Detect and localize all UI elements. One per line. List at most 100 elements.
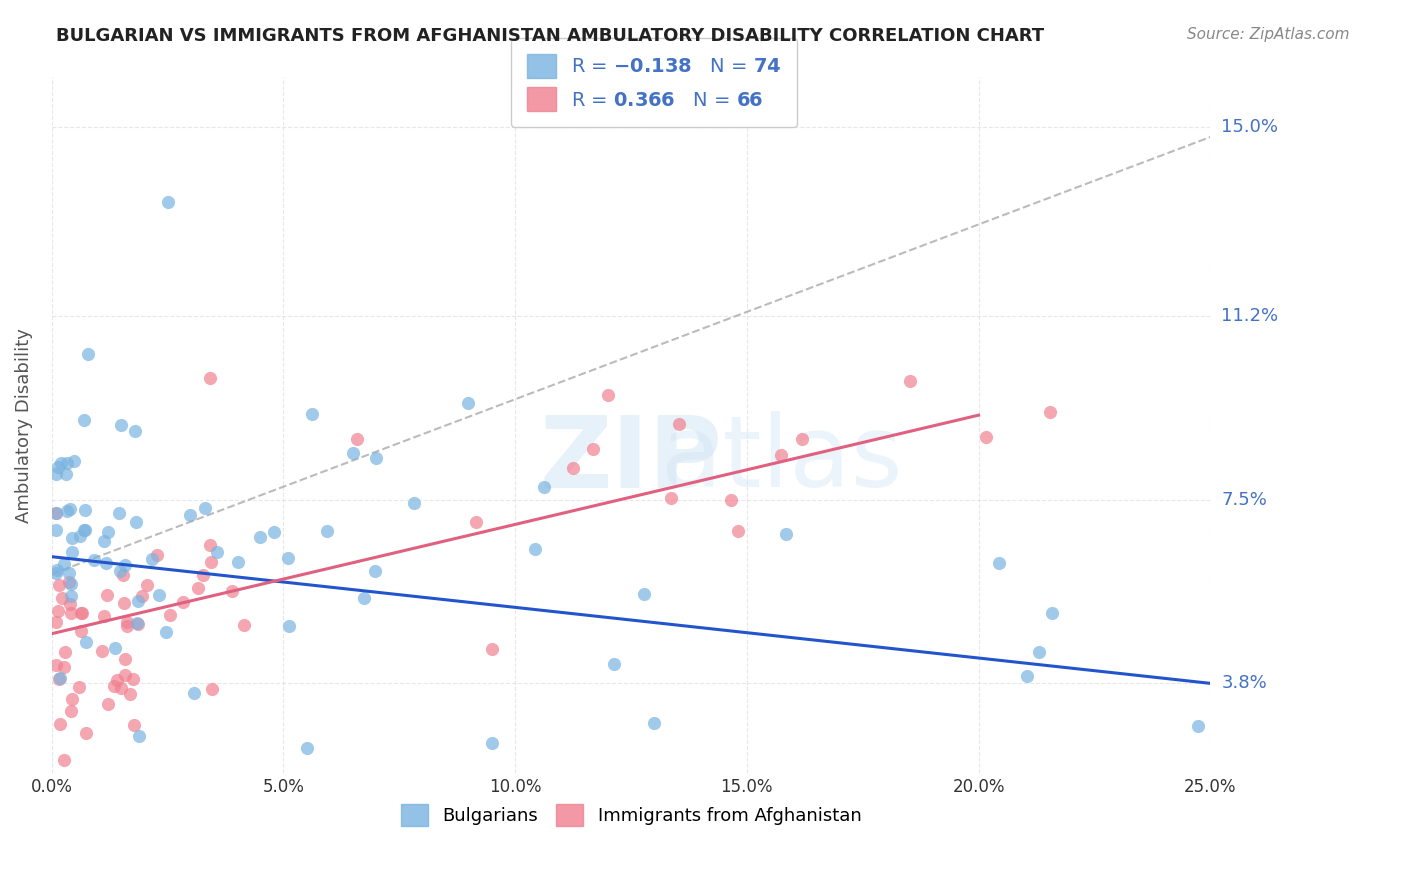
Point	[346, 432, 368, 446]
Point	[1039, 405, 1062, 419]
Point	[790, 432, 813, 446]
Point	[97, 697, 120, 711]
Point	[69, 606, 91, 620]
Point	[59, 704, 82, 718]
Point	[1040, 606, 1063, 620]
Point	[187, 581, 209, 595]
Point	[366, 451, 388, 466]
Point	[45, 657, 67, 672]
Point	[207, 545, 229, 559]
Point	[124, 424, 146, 438]
Point	[727, 524, 749, 539]
Point	[523, 541, 546, 556]
Point	[114, 558, 136, 573]
Point	[104, 641, 127, 656]
Point	[59, 501, 82, 516]
Point	[55, 467, 77, 482]
Point	[75, 523, 97, 537]
Point	[53, 660, 76, 674]
Point	[69, 529, 91, 543]
Point	[301, 407, 323, 421]
Point	[277, 619, 299, 633]
Point	[51, 456, 73, 470]
Point	[988, 556, 1011, 570]
Point	[1015, 669, 1038, 683]
Point	[198, 538, 221, 552]
Text: 3.8%: 3.8%	[1222, 674, 1267, 692]
Point	[114, 668, 136, 682]
Point	[127, 594, 149, 608]
Point	[49, 671, 72, 685]
Point	[83, 553, 105, 567]
Point	[112, 597, 135, 611]
Point	[596, 388, 619, 402]
Point	[94, 556, 117, 570]
Point	[146, 548, 169, 562]
Point	[59, 597, 82, 611]
Point	[194, 500, 217, 515]
Point	[159, 608, 181, 623]
Point	[457, 396, 479, 410]
Point	[128, 729, 150, 743]
Point	[97, 524, 120, 539]
Point	[45, 467, 67, 482]
Point	[200, 555, 222, 569]
Point	[533, 480, 555, 494]
Point	[46, 604, 69, 618]
Point	[125, 515, 148, 529]
Point	[110, 681, 132, 696]
Point	[75, 635, 97, 649]
Text: BULGARIAN VS IMMIGRANTS FROM AFGHANISTAN AMBULATORY DISABILITY CORRELATION CHART: BULGARIAN VS IMMIGRANTS FROM AFGHANISTAN…	[56, 27, 1045, 45]
Point	[120, 687, 142, 701]
Point	[56, 456, 79, 470]
Point	[125, 616, 148, 631]
Point	[105, 673, 128, 687]
Point	[775, 527, 797, 541]
Point	[69, 624, 91, 638]
Point	[661, 491, 683, 506]
Point	[52, 753, 75, 767]
Point	[404, 496, 426, 510]
Text: 11.2%: 11.2%	[1222, 307, 1278, 325]
Point	[114, 652, 136, 666]
Point	[59, 606, 82, 620]
Point	[316, 524, 339, 538]
Point	[48, 578, 70, 592]
Point	[148, 588, 170, 602]
Point	[249, 530, 271, 544]
Y-axis label: Ambulatory Disability: Ambulatory Disability	[15, 327, 32, 523]
Point	[562, 461, 585, 475]
Point	[201, 681, 224, 696]
Point	[63, 454, 86, 468]
Point	[93, 533, 115, 548]
Point	[45, 566, 67, 581]
Point	[52, 558, 75, 572]
Point	[70, 606, 93, 620]
Point	[115, 615, 138, 629]
Point	[1187, 719, 1209, 733]
Text: ZIP: ZIP	[540, 411, 723, 508]
Point	[263, 524, 285, 539]
Point	[141, 552, 163, 566]
Point	[582, 442, 605, 457]
Point	[46, 459, 69, 474]
Point	[342, 446, 364, 460]
Point	[107, 506, 129, 520]
Point	[45, 506, 67, 520]
Point	[127, 616, 149, 631]
Point	[221, 584, 243, 599]
Point	[103, 679, 125, 693]
Point	[136, 577, 159, 591]
Legend: Bulgarians, Immigrants from Afghanistan: Bulgarians, Immigrants from Afghanistan	[394, 797, 869, 833]
Point	[45, 615, 67, 629]
Text: 7.5%: 7.5%	[1222, 491, 1267, 508]
Point	[60, 531, 83, 545]
Point	[59, 589, 82, 603]
Point	[481, 736, 503, 750]
Point	[53, 645, 76, 659]
Point	[131, 589, 153, 603]
Point	[122, 673, 145, 687]
Point	[56, 504, 79, 518]
Point	[277, 550, 299, 565]
Point	[77, 346, 100, 360]
